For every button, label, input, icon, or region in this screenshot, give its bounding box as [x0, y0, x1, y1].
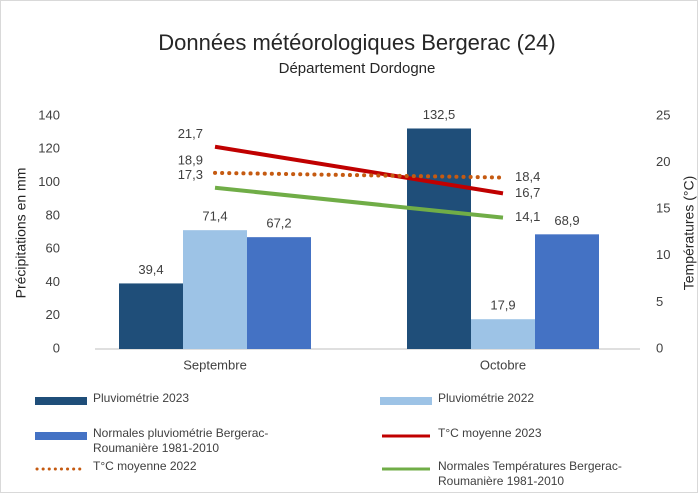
legend-label: Pluviométrie 2022: [438, 391, 535, 405]
legend-label: Normales pluviométrie Bergerac-Roumanièr…: [93, 426, 269, 455]
y2-tick-label: 0: [656, 340, 663, 355]
chart-subtitle: Département Dordogne: [279, 60, 436, 77]
line: [214, 144, 504, 196]
legend-item: Normales pluviométrie Bergerac-Roumanièr…: [35, 426, 323, 456]
line: [213, 170, 505, 180]
data-label: 68,9: [554, 213, 579, 228]
legend-item: Pluviométrie 2023: [35, 391, 323, 406]
y-tick-label: 120: [38, 141, 60, 156]
bar: [183, 230, 247, 349]
bar: [119, 283, 183, 349]
legend-swatch: [35, 467, 87, 471]
legend-swatch: [382, 467, 430, 471]
legend-swatch-fill: [35, 397, 87, 405]
legend-item: T°C moyenne 2022: [35, 459, 323, 474]
data-label: 67,2: [266, 216, 291, 231]
data-label: 18,4: [515, 169, 540, 184]
x-tick-label: Octobre: [480, 357, 526, 372]
legend-label: T°C moyenne 2022: [93, 459, 197, 473]
legend-label: Pluviométrie 2023: [93, 391, 190, 405]
y2-tick-label: 15: [656, 201, 670, 216]
y2-tick-label: 10: [656, 247, 670, 262]
data-label: 132,5: [423, 107, 456, 122]
bar: [247, 237, 311, 349]
y-tick-label: 80: [46, 207, 60, 222]
legend-label: Normales Températures Bergerac-Roumanièr…: [438, 459, 622, 488]
bar: [535, 234, 599, 349]
x-tick-label: Septembre: [183, 357, 247, 372]
chart-title: Données météorologiques Bergerac (24): [158, 30, 555, 55]
data-label: 17,3: [178, 167, 203, 182]
y-tick-label: 60: [46, 241, 60, 256]
y-tick-label: 0: [53, 340, 60, 355]
data-label: 71,4: [202, 209, 227, 224]
legend-swatch-fill: [35, 432, 87, 440]
y2-tick-label: 20: [656, 154, 670, 169]
y-tick-label: 100: [38, 174, 60, 189]
legend-item: Pluviométrie 2022: [380, 391, 668, 406]
legend-item: T°C moyenne 2023: [380, 426, 668, 441]
y-tick-label: 40: [46, 274, 60, 289]
legend-item: Normales Températures Bergerac-Roumanièr…: [380, 459, 668, 489]
data-label: 14,1: [515, 209, 540, 224]
y2-tick-label: 5: [656, 294, 663, 309]
legend-swatch: [380, 397, 432, 405]
y-axis-label: Précipitations en mm: [13, 168, 29, 299]
y2-axis-label: Températures (°C): [681, 176, 697, 291]
data-label: 16,7: [515, 185, 540, 200]
bar: [407, 128, 471, 349]
y2-tick-label: 25: [656, 107, 670, 122]
legend-label: T°C moyenne 2023: [438, 426, 542, 440]
data-label: 21,7: [178, 126, 203, 141]
legend-swatch: [35, 397, 87, 405]
data-label: 39,4: [138, 262, 163, 277]
line: [214, 185, 504, 220]
data-label: 17,9: [490, 298, 515, 313]
data-label: 18,9: [178, 152, 203, 167]
y-tick-label: 20: [46, 307, 60, 322]
legend-swatch: [35, 432, 87, 440]
legend-swatch-fill: [380, 397, 432, 405]
legend-swatch: [382, 434, 430, 438]
bar: [471, 319, 535, 349]
y-tick-label: 140: [38, 107, 60, 122]
